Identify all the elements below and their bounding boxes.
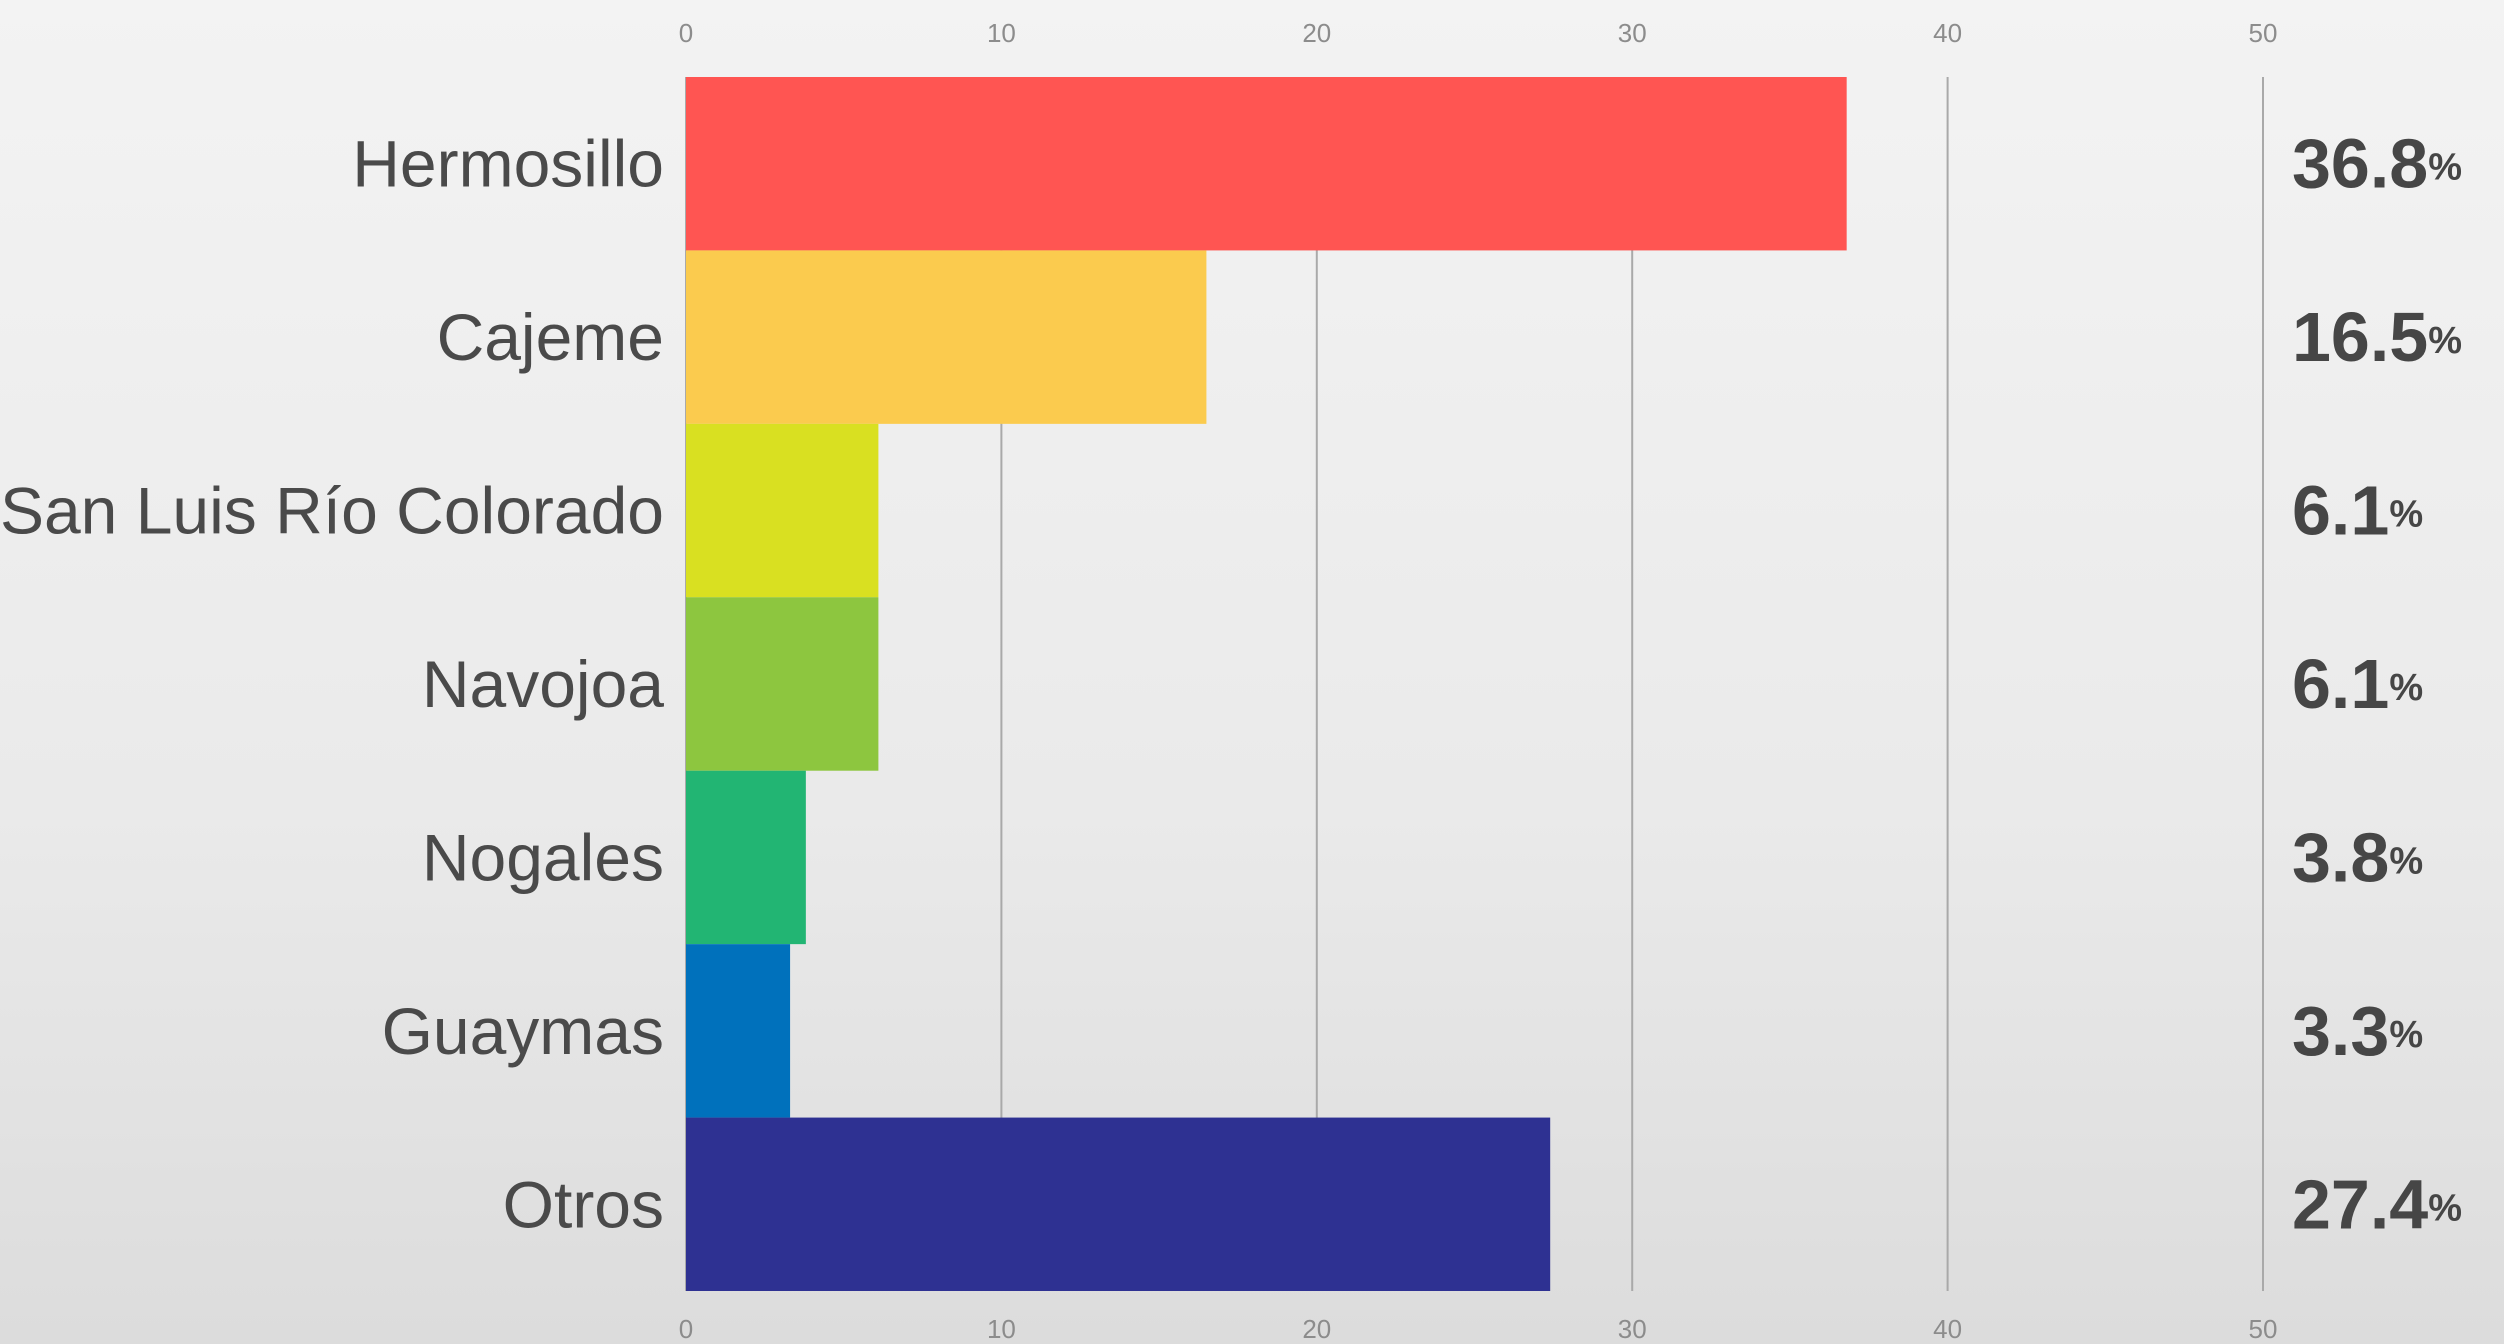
value-number-6: 27.4	[2292, 1165, 2428, 1243]
value-number-1: 16.5	[2292, 298, 2428, 376]
category-label-5: Guaymas	[382, 994, 664, 1068]
value-number-3: 6.1	[2292, 645, 2389, 723]
category-label-3: Navojoa	[422, 647, 664, 721]
value-number-5: 3.3	[2292, 992, 2389, 1070]
value-label-1: 16.5%	[2292, 298, 2462, 376]
bar-5	[686, 944, 791, 1118]
value-label-0: 36.8%	[2292, 125, 2462, 203]
value-unit-4: %	[2389, 840, 2423, 882]
category-label-2: San Luis Río Colorado	[0, 474, 664, 548]
value-unit-2: %	[2389, 494, 2423, 536]
value-number-4: 3.8	[2292, 818, 2389, 896]
value-unit-0: %	[2428, 147, 2462, 189]
x-tick-label-top-10: 10	[987, 18, 1016, 48]
value-unit-6: %	[2428, 1187, 2462, 1229]
x-tick-label-top-50: 50	[2249, 18, 2278, 48]
x-tick-label-top-40: 40	[1933, 18, 1962, 48]
value-number-2: 6.1	[2292, 472, 2389, 550]
value-label-3: 6.1%	[2292, 645, 2423, 723]
value-label-2: 6.1%	[2292, 472, 2423, 550]
value-unit-1: %	[2428, 320, 2462, 362]
value-unit-3: %	[2389, 667, 2423, 709]
category-labels: Hermosillo Cajeme San Luis Río Colorado Nav…	[0, 127, 664, 1242]
value-label-4: 3.8%	[2292, 818, 2423, 896]
x-tick-label-top-20: 20	[1302, 18, 1331, 48]
x-tick-label-bottom-30: 30	[1618, 1314, 1647, 1344]
axis-tick-labels: 0 0 10 10 20 20 30 30 40 40 50 50	[679, 18, 2278, 1344]
bar-2	[686, 423, 879, 598]
bar-6	[686, 1117, 1551, 1291]
category-label-1: Cajeme	[437, 300, 664, 374]
value-labels: 36.8%16.5%6.1%6.1%3.8%3.3%27.4%	[2292, 125, 2462, 1244]
value-number-0: 36.8	[2292, 125, 2428, 203]
value-unit-5: %	[2389, 1014, 2423, 1056]
x-tick-label-bottom-50: 50	[2249, 1314, 2278, 1344]
category-label-4: Nogales	[422, 820, 664, 894]
x-tick-label-top-0: 0	[679, 18, 693, 48]
category-label-0: Hermosillo	[352, 127, 664, 201]
x-tick-label-bottom-40: 40	[1933, 1314, 1962, 1344]
x-tick-label-bottom-0: 0	[679, 1314, 693, 1344]
x-tick-label-top-30: 30	[1618, 18, 1647, 48]
bar-4	[686, 770, 806, 945]
bar-1	[686, 250, 1207, 424]
bar-3	[686, 597, 879, 771]
bars	[686, 77, 1847, 1291]
x-tick-label-bottom-10: 10	[987, 1314, 1016, 1344]
category-label-6: Otros	[503, 1167, 664, 1241]
bar-0	[686, 77, 1847, 251]
x-tick-label-bottom-20: 20	[1302, 1314, 1331, 1344]
value-label-6: 27.4%	[2292, 1165, 2462, 1243]
value-label-5: 3.3%	[2292, 992, 2423, 1070]
